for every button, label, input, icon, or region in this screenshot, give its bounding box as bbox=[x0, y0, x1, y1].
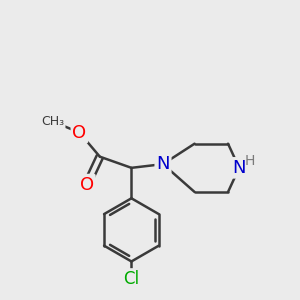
Text: Cl: Cl bbox=[123, 270, 140, 288]
Text: N: N bbox=[156, 155, 170, 173]
Text: O: O bbox=[72, 124, 86, 142]
Text: CH₃: CH₃ bbox=[41, 115, 64, 128]
Text: H: H bbox=[244, 154, 255, 168]
Text: O: O bbox=[80, 176, 94, 194]
Text: N: N bbox=[232, 159, 246, 177]
